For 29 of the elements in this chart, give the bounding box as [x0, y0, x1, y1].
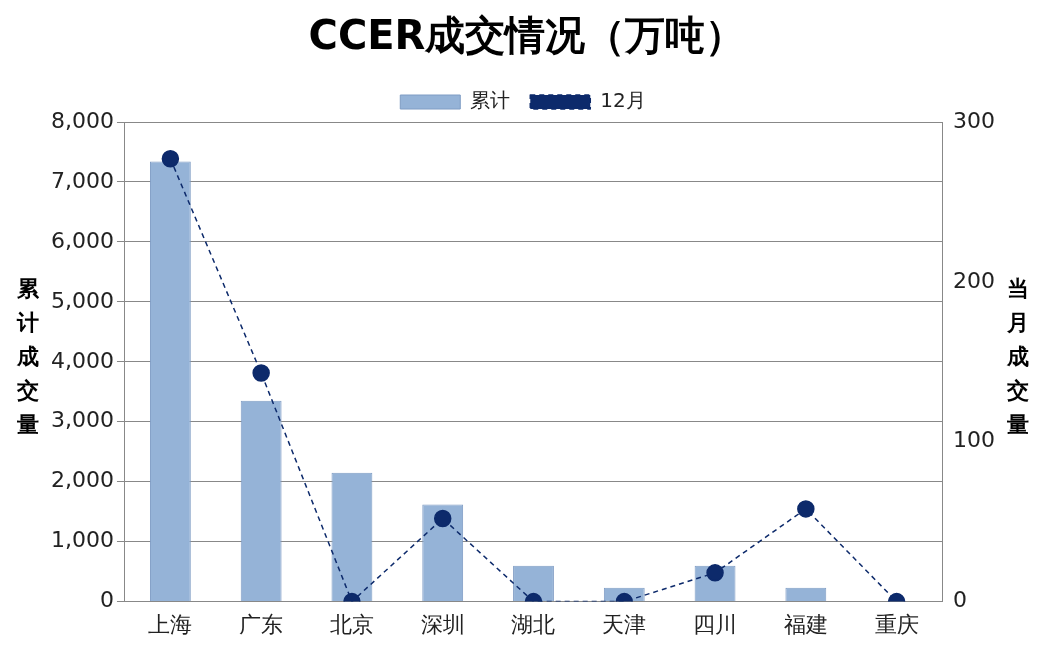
y2-axis-title: 当月成交量	[1007, 275, 1029, 439]
y-tick-label: 2,000	[51, 467, 114, 493]
x-tick-label: 湖北	[511, 611, 556, 637]
x-tick-label: 天津	[602, 611, 647, 637]
chart-title: CCER成交情况（万吨）	[307, 11, 747, 60]
x-tick-label: 四川	[693, 611, 738, 637]
y2-tick-label: 0	[953, 587, 968, 613]
y-tick-label: 5,000	[51, 287, 114, 313]
y-tick-label: 3,000	[51, 407, 114, 433]
legend-label: 累计	[470, 88, 511, 113]
x-tick-label: 福建	[783, 611, 828, 637]
y-tick-label: 4,000	[51, 347, 114, 373]
y2-tick-label: 200	[953, 267, 996, 293]
y-tick-label: 0	[99, 587, 114, 613]
x-tick-label: 北京	[329, 611, 374, 637]
y2-tick-label: 300	[953, 107, 996, 133]
x-tick-label: 广东	[239, 611, 284, 637]
x-tick-label: 上海	[148, 611, 193, 637]
y-tick-label: 6,000	[51, 227, 114, 253]
legend-label: 12月	[600, 88, 646, 113]
y2-tick-label: 100	[953, 427, 996, 453]
point	[161, 150, 180, 168]
x-tick-label: 深圳	[420, 611, 465, 637]
y-tick-label: 8,000	[51, 107, 114, 133]
x-tick-label: 重庆	[874, 611, 919, 637]
point	[252, 364, 270, 382]
y-axis-title: 累计成交量	[17, 275, 39, 439]
y-tick-label: 7,000	[51, 167, 114, 193]
y-tick-label: 1,000	[51, 527, 114, 553]
